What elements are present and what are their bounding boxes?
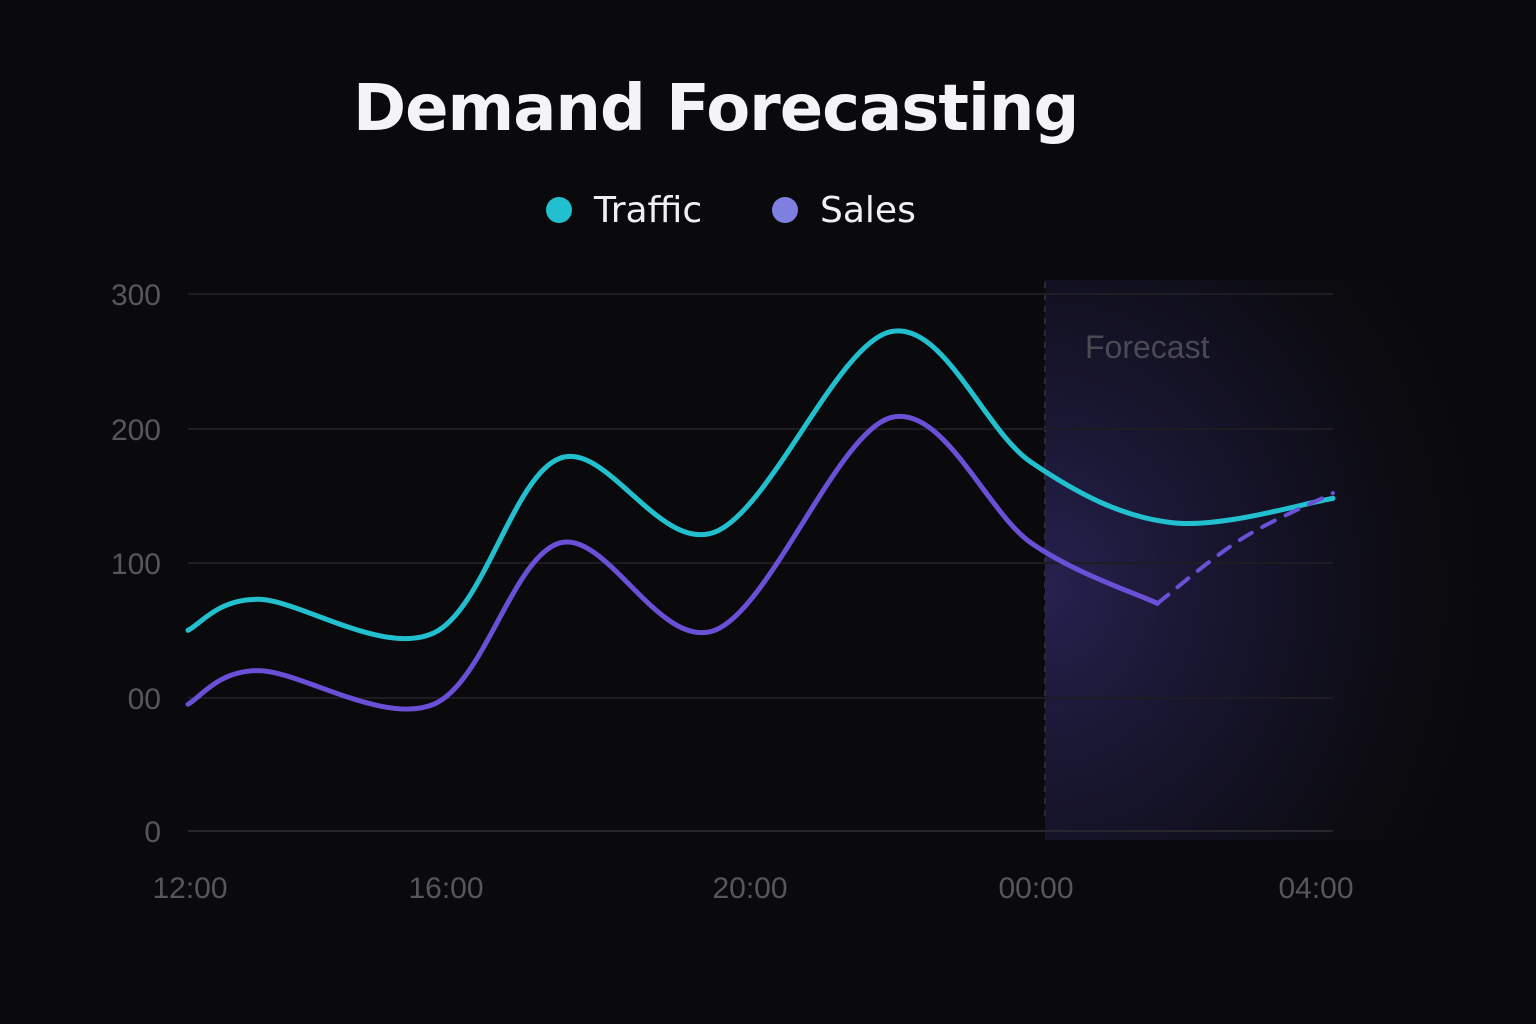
series-line-sales-forecast — [1155, 491, 1335, 606]
y-tick-label: 00 — [128, 683, 161, 716]
legend-item-sales[interactable]: Sales — [772, 188, 916, 232]
y-tick-label: 0 — [144, 816, 161, 849]
y-tick-label: 300 — [111, 279, 161, 312]
chart-title: Demand Forecasting — [353, 72, 1079, 146]
legend-label-sales: Sales — [820, 189, 916, 231]
x-tick-label: 20:00 — [712, 872, 787, 905]
legend-item-traffic[interactable]: Traffic — [546, 188, 702, 232]
forecast-region — [1044, 280, 1536, 840]
legend-swatch-traffic — [546, 197, 572, 223]
forecast-label: Forecast — [1085, 329, 1210, 365]
x-tick-label: 00:00 — [998, 872, 1073, 905]
series-line-sales — [185, 413, 1160, 712]
y-tick-label: 100 — [111, 548, 161, 581]
legend-swatch-sales — [772, 197, 798, 223]
legend-label-traffic: Traffic — [594, 189, 703, 231]
y-tick-label: 200 — [111, 414, 161, 447]
x-tick-label: 04:00 — [1278, 872, 1353, 905]
series-line-traffic — [185, 328, 1336, 642]
x-tick-label: 12:00 — [152, 872, 227, 905]
x-tick-label: 16:00 — [408, 872, 483, 905]
